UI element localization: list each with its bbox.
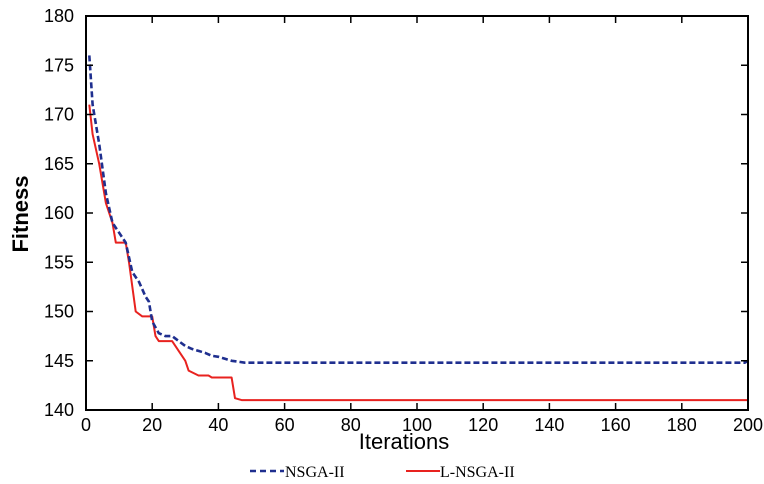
x-tick-label: 200 — [733, 415, 763, 435]
y-tick-label: 150 — [44, 302, 74, 322]
plot-area-frame — [85, 15, 749, 411]
series-line-l-nsga-ii — [88, 104, 748, 402]
x-tick-label: 140 — [534, 415, 564, 435]
y-tick-label: 175 — [44, 55, 74, 75]
x-tick-label: 0 — [81, 415, 91, 435]
y-tick-label: 145 — [44, 351, 74, 371]
y-axis-title: Fitness — [8, 175, 33, 252]
y-tick-label: 170 — [44, 105, 74, 125]
y-tick-label: 180 — [44, 6, 74, 26]
x-tick-label: 120 — [468, 415, 498, 435]
x-tick-label: 80 — [341, 415, 361, 435]
y-tick-label: 165 — [44, 154, 74, 174]
x-tick-label: 40 — [208, 415, 228, 435]
plot-lines — [88, 55, 749, 402]
legend-label-nsga-ii: NSGA-II — [285, 464, 345, 481]
axis-ticks: 0 20 40 60 80 100 120 140 160 180 200 140 145 150 155 1… — [44, 6, 763, 435]
x-tick-label: 160 — [601, 415, 631, 435]
x-tick-label: 20 — [142, 415, 162, 435]
y-tick-label: 140 — [44, 400, 74, 420]
x-tick-label: 60 — [275, 415, 295, 435]
y-tick-label: 160 — [44, 203, 74, 223]
legend: NSGA-II L-NSGA-II — [250, 464, 515, 481]
legend-label-l-nsga-ii: L-NSGA-II — [440, 464, 515, 481]
series-line-nsga-ii — [88, 55, 749, 365]
x-tick-label: 180 — [667, 415, 697, 435]
x-axis-title: Iterations — [359, 429, 450, 454]
y-tick-label: 155 — [44, 252, 74, 272]
x-tick-label: 100 — [402, 415, 432, 435]
